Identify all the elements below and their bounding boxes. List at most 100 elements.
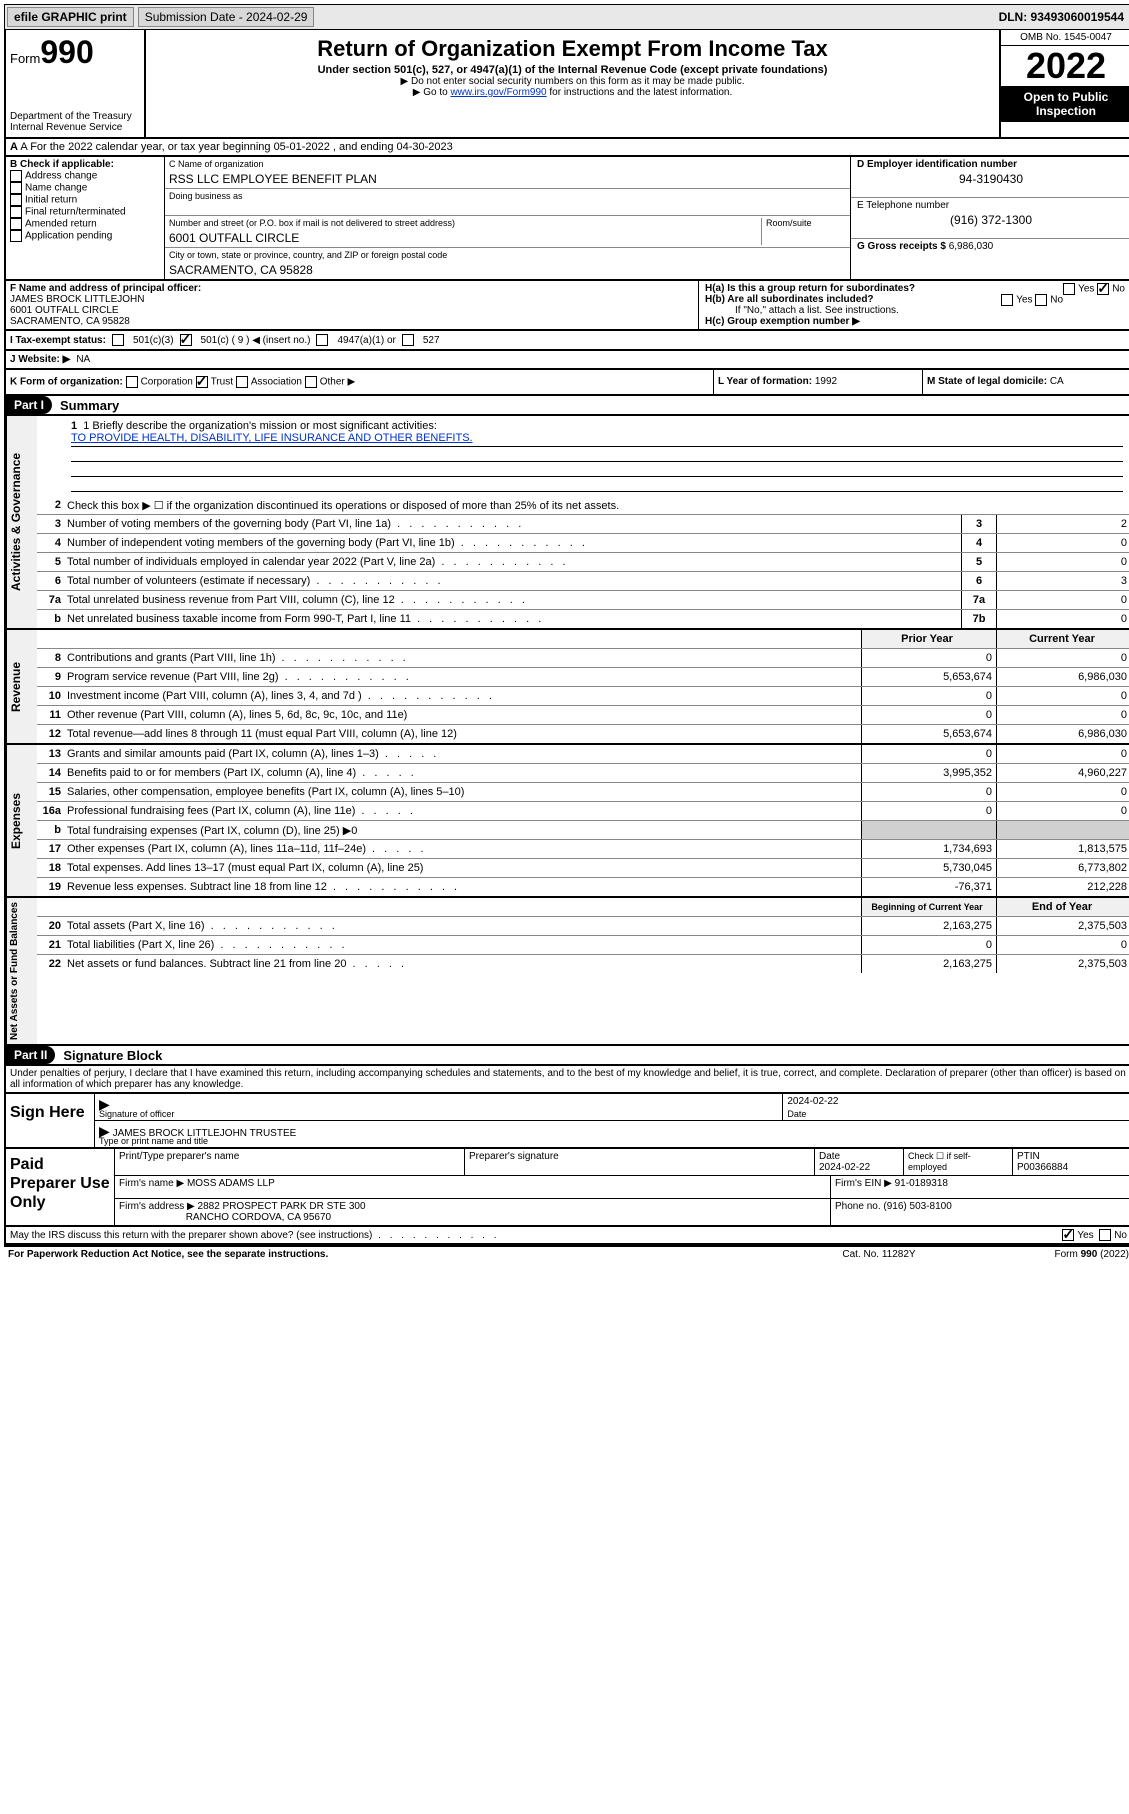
self-employed-chk[interactable]: Check ☐ if self-employed: [908, 1151, 971, 1172]
sign-date-label: Date: [787, 1109, 806, 1119]
mission-block: 1 1 Briefly describe the organization's …: [37, 416, 1129, 496]
line-4-val: 0: [996, 534, 1129, 552]
row-a: A A For the 2022 calendar year, or tax y…: [4, 139, 1129, 157]
block-bcd: B Check if applicable: Address change Na…: [4, 157, 1129, 281]
chk-address[interactable]: [10, 170, 22, 182]
ein-value: 94-3190430: [857, 172, 1125, 186]
gross-label: G Gross receipts $: [857, 241, 946, 252]
chk-527[interactable]: [402, 334, 414, 346]
submission-date: Submission Date - 2024-02-29: [138, 7, 315, 27]
current-year-hdr: Current Year: [996, 630, 1129, 648]
prior-year-hdr: Prior Year: [861, 630, 996, 648]
hc-label: H(c) Group exemption number ▶: [705, 316, 860, 327]
chk-amended[interactable]: [10, 218, 22, 230]
line-5-text: Total number of individuals employed in …: [65, 555, 961, 569]
side-revenue: Revenue: [6, 630, 37, 743]
cat-no: Cat. No. 11282Y: [779, 1249, 979, 1260]
chk-other[interactable]: [305, 376, 317, 388]
chk-trust[interactable]: [196, 376, 208, 388]
gross-value: 6,986,030: [949, 241, 994, 252]
part2-label: Part II: [6, 1046, 55, 1064]
website-value: NA: [76, 354, 90, 365]
chk-501c[interactable]: [180, 334, 192, 346]
city-label: City or town, state or province, country…: [169, 250, 447, 260]
line-j: J Website: ▶ NA: [4, 351, 1129, 370]
signature-label: Signature of officer: [99, 1109, 174, 1119]
goto-post: for instructions and the latest informat…: [547, 87, 733, 98]
signer-name-label: Type or print name and title: [99, 1136, 208, 1146]
discuss-yes[interactable]: [1062, 1229, 1074, 1241]
sign-date: 2024-02-22: [787, 1096, 838, 1107]
form-org-label: K Form of organization:: [10, 377, 123, 388]
discuss-no[interactable]: [1099, 1229, 1111, 1241]
form-number: 990: [40, 34, 93, 70]
form-footer: Form 990 (2022): [979, 1249, 1129, 1260]
line-7a-val: 0: [996, 591, 1129, 609]
line-2: Check this box ▶ ☐ if the organization d…: [65, 498, 1129, 513]
ssn-note: ▶ Do not enter social security numbers o…: [156, 76, 989, 87]
hb-note: If "No," attach a list. See instructions…: [705, 305, 1125, 316]
ha-yes[interactable]: [1063, 283, 1075, 295]
goto-pre: ▶ Go to: [413, 87, 451, 98]
form-id-block: Form990 Department of the Treasury Inter…: [6, 30, 146, 137]
chk-4947[interactable]: [316, 334, 328, 346]
form-subtitle: Under section 501(c), 527, or 4947(a)(1)…: [156, 64, 989, 76]
chk-assoc[interactable]: [236, 376, 248, 388]
ptin: P00366884: [1017, 1162, 1068, 1173]
col-c-org: C Name of organization RSS LLC EMPLOYEE …: [165, 157, 850, 279]
line-7a-text: Total unrelated business revenue from Pa…: [65, 593, 961, 607]
domicile: CA: [1050, 376, 1064, 387]
part1-header: Part I Summary: [4, 396, 1129, 416]
domicile-label: M State of legal domicile:: [927, 376, 1047, 387]
h-block: H(a) Is this a group return for subordin…: [698, 281, 1129, 329]
ein-label: D Employer identification number: [857, 159, 1017, 170]
chk-final[interactable]: [10, 206, 22, 218]
chk-name[interactable]: [10, 182, 22, 194]
officer-addr1: 6001 OUTFALL CIRCLE: [10, 305, 119, 316]
col-b-header: B Check if applicable:: [10, 159, 114, 170]
officer-addr2: SACRAMENTO, CA 95828: [10, 316, 130, 327]
year-formation-label: L Year of formation:: [718, 376, 812, 387]
chk-corp[interactable]: [126, 376, 138, 388]
sign-here-block: Sign Here ▶ Signature of officer 2024-02…: [4, 1094, 1129, 1149]
tel-label: E Telephone number: [857, 200, 949, 211]
line-i: I Tax-exempt status: 501(c)(3) 501(c) ( …: [4, 331, 1129, 351]
chk-initial[interactable]: [10, 194, 22, 206]
addr-label: Number and street (or P.O. box if mail i…: [169, 218, 455, 228]
ha-no[interactable]: [1097, 283, 1109, 295]
principal-officer: F Name and address of principal officer:…: [6, 281, 698, 329]
org-name: RSS LLC EMPLOYEE BENEFIT PLAN: [169, 172, 846, 186]
dln: DLN: 93493060019544: [999, 10, 1129, 24]
firm-ein: 91-0189318: [895, 1178, 948, 1189]
side-expenses: Expenses: [6, 745, 37, 896]
expenses-block: Expenses 13Grants and similar amounts pa…: [4, 745, 1129, 898]
form-header: Form990 Department of the Treasury Inter…: [4, 30, 1129, 139]
paperwork-notice: For Paperwork Reduction Act Notice, see …: [8, 1249, 779, 1260]
side-net-assets: Net Assets or Fund Balances: [6, 898, 37, 1044]
tax-year: 2022: [1001, 46, 1129, 86]
part2-title: Signature Block: [55, 1048, 162, 1063]
mission-question: 1 Briefly describe the organization's mi…: [83, 420, 437, 432]
firm-addr2: RANCHO CORDOVA, CA 95670: [186, 1212, 331, 1223]
col-b-checkboxes: B Check if applicable: Address change Na…: [6, 157, 165, 279]
hb-yes[interactable]: [1001, 294, 1013, 306]
org-name-label: C Name of organization: [169, 159, 264, 169]
part2-header: Part II Signature Block: [4, 1046, 1129, 1066]
form-prefix: Form: [10, 51, 40, 66]
chk-pending[interactable]: [10, 230, 22, 242]
year-formation: 1992: [815, 376, 837, 387]
mission-answer[interactable]: TO PROVIDE HEALTH, DISABILITY, LIFE INSU…: [71, 432, 473, 444]
public-inspection: Open to Public Inspection: [1001, 86, 1129, 122]
irs-link[interactable]: www.irs.gov/Form990: [450, 87, 546, 98]
dba-label: Doing business as: [169, 191, 243, 201]
perjury-declaration: Under penalties of perjury, I declare th…: [4, 1066, 1129, 1094]
chk-501c3[interactable]: [112, 334, 124, 346]
sign-here-label: Sign Here: [6, 1094, 95, 1147]
part1-label: Part I: [6, 396, 52, 414]
discuss-question: May the IRS discuss this return with the…: [10, 1230, 1062, 1241]
title-block: Return of Organization Exempt From Incom…: [146, 30, 999, 137]
efile-button[interactable]: efile GRAPHIC print: [7, 7, 134, 27]
block-f-h: F Name and address of principal officer:…: [4, 281, 1129, 331]
hb-no[interactable]: [1035, 294, 1047, 306]
line-6-val: 3: [996, 572, 1129, 590]
